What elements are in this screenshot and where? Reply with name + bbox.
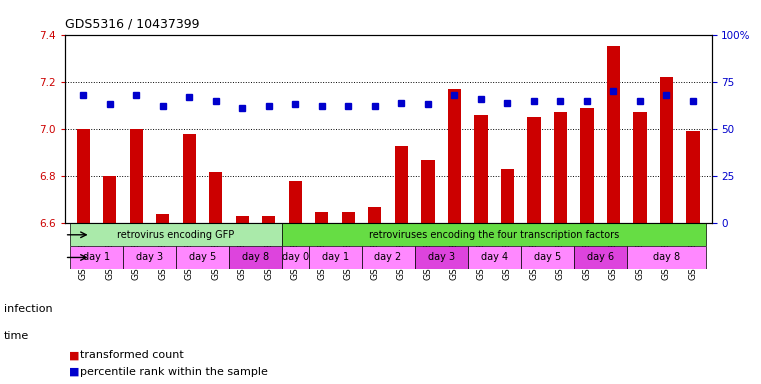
- Bar: [607, 46, 620, 223]
- Bar: [422, 160, 435, 223]
- Bar: [183, 134, 196, 223]
- Bar: [554, 113, 567, 223]
- Text: GDS5316 / 10437399: GDS5316 / 10437399: [65, 17, 199, 30]
- Bar: [342, 212, 355, 223]
- FancyBboxPatch shape: [574, 246, 627, 269]
- Bar: [263, 216, 275, 223]
- Bar: [129, 129, 143, 223]
- Bar: [660, 77, 673, 223]
- FancyBboxPatch shape: [308, 246, 361, 269]
- FancyBboxPatch shape: [282, 246, 308, 269]
- Bar: [77, 129, 90, 223]
- Bar: [156, 214, 170, 223]
- Text: day 3: day 3: [428, 252, 454, 263]
- FancyBboxPatch shape: [415, 246, 468, 269]
- Text: day 3: day 3: [136, 252, 163, 263]
- Text: transformed count: transformed count: [80, 350, 183, 360]
- Text: percentile rank within the sample: percentile rank within the sample: [80, 367, 268, 377]
- Text: ■: ■: [68, 367, 79, 377]
- Bar: [581, 108, 594, 223]
- Bar: [288, 181, 302, 223]
- Text: day 8: day 8: [653, 252, 680, 263]
- Text: time: time: [4, 331, 29, 341]
- FancyBboxPatch shape: [70, 246, 123, 269]
- Text: day 0: day 0: [282, 252, 309, 263]
- Bar: [209, 172, 222, 223]
- Bar: [501, 169, 514, 223]
- Text: day 5: day 5: [533, 252, 561, 263]
- Text: retrovirus encoding GFP: retrovirus encoding GFP: [117, 230, 234, 240]
- Bar: [474, 115, 488, 223]
- Text: day 1: day 1: [322, 252, 349, 263]
- Text: day 4: day 4: [481, 252, 508, 263]
- Text: day 8: day 8: [242, 252, 269, 263]
- FancyBboxPatch shape: [361, 246, 415, 269]
- Bar: [686, 131, 699, 223]
- FancyBboxPatch shape: [123, 246, 176, 269]
- Text: day 6: day 6: [587, 252, 614, 263]
- Text: ■: ■: [68, 350, 79, 360]
- FancyBboxPatch shape: [521, 246, 574, 269]
- Bar: [368, 207, 381, 223]
- Bar: [103, 176, 116, 223]
- FancyBboxPatch shape: [176, 246, 229, 269]
- Bar: [633, 113, 647, 223]
- Text: day 5: day 5: [189, 252, 216, 263]
- Bar: [315, 212, 329, 223]
- FancyBboxPatch shape: [282, 223, 706, 246]
- Bar: [527, 117, 540, 223]
- Text: infection: infection: [4, 304, 53, 314]
- FancyBboxPatch shape: [229, 246, 282, 269]
- Text: day 2: day 2: [374, 252, 402, 263]
- FancyBboxPatch shape: [70, 223, 282, 246]
- FancyBboxPatch shape: [627, 246, 706, 269]
- Bar: [236, 216, 249, 223]
- Text: day 1: day 1: [83, 252, 110, 263]
- Bar: [447, 89, 461, 223]
- Text: retroviruses encoding the four transcription factors: retroviruses encoding the four transcrip…: [369, 230, 619, 240]
- FancyBboxPatch shape: [468, 246, 521, 269]
- Bar: [395, 146, 408, 223]
